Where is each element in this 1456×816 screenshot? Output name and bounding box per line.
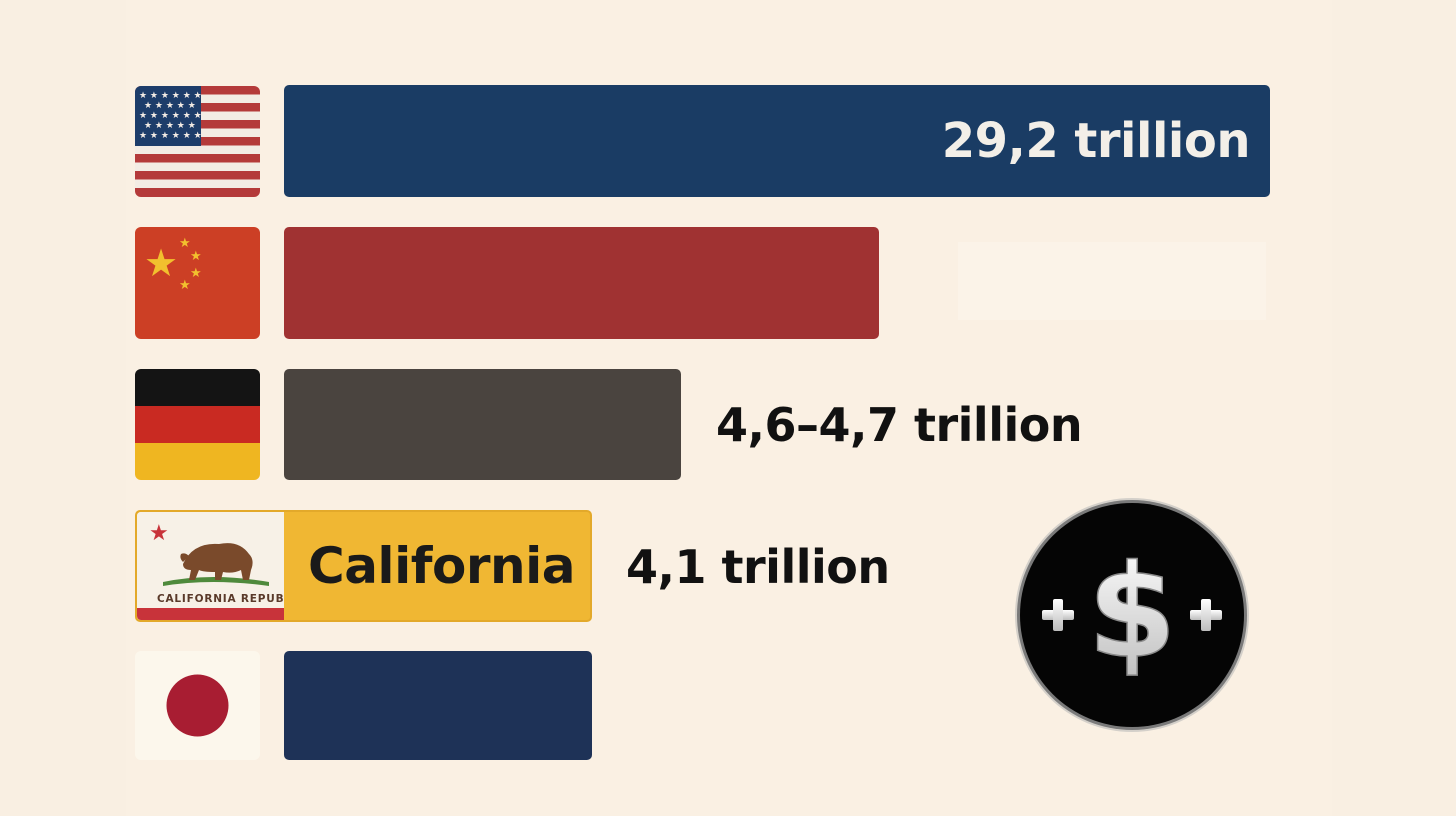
svg-text:★: ★ — [190, 249, 202, 264]
svg-text:$: $ — [1087, 538, 1176, 687]
bar-value-label: 4,6–4,7 trillion — [716, 398, 1083, 452]
svg-text:★ ★ ★ ★ ★: ★ ★ ★ ★ ★ — [144, 121, 196, 131]
svg-text:★: ★ — [149, 521, 169, 546]
china-flag-icon: ★ ★ ★ ★ ★ — [135, 227, 260, 339]
bar-china — [284, 227, 879, 339]
svg-text:★: ★ — [179, 278, 191, 293]
bar-germany — [284, 369, 681, 480]
bar-united-states: 29,2 trillion — [284, 85, 1270, 197]
bar-japan — [284, 651, 592, 760]
us-flag-icon: ★ ★ ★ ★ ★ ★ ★ ★ ★ ★ ★ ★ ★ ★ ★ ★ ★ ★ ★ ★ … — [135, 86, 260, 197]
svg-text:★: ★ — [144, 241, 178, 285]
plus-dollar-plus-coin-icon: $ — [1020, 503, 1244, 727]
bar-value-label: 29,2 trillion — [941, 113, 1251, 169]
blank-label-patch — [958, 242, 1266, 320]
svg-text:★ ★ ★ ★ ★ ★: ★ ★ ★ ★ ★ ★ — [139, 111, 202, 121]
svg-text:★: ★ — [179, 236, 191, 251]
japan-flag-icon — [135, 651, 260, 760]
svg-text:★ ★ ★ ★ ★: ★ ★ ★ ★ ★ — [144, 101, 196, 111]
svg-text:★: ★ — [190, 266, 202, 281]
california-label-area: California — [284, 512, 590, 620]
bar-inline-label: California — [308, 537, 575, 595]
california-flag-text: CALIFORNIA REPUBLIC — [157, 593, 284, 605]
svg-text:★ ★ ★ ★ ★ ★: ★ ★ ★ ★ ★ ★ — [139, 131, 202, 141]
bar-california: ★ CALIFORNIA REPUBLIC California — [135, 510, 592, 622]
california-flag-icon: ★ CALIFORNIA REPUBLIC — [137, 512, 284, 620]
germany-flag-icon — [135, 369, 260, 480]
svg-text:★ ★ ★ ★ ★ ★: ★ ★ ★ ★ ★ ★ — [139, 91, 202, 101]
bar-value-label: 4,1 trillion — [626, 540, 890, 594]
